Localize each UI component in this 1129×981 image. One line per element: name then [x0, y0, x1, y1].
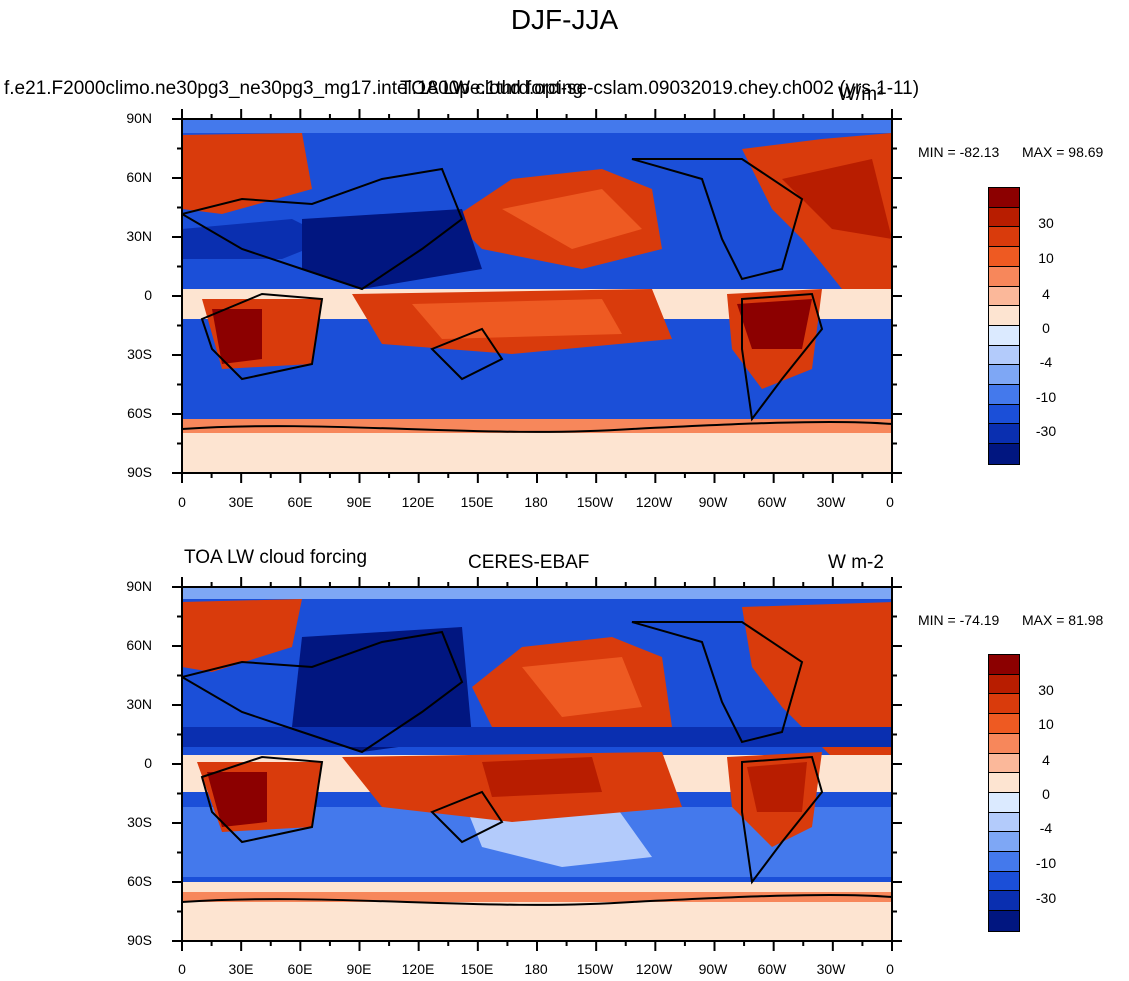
lat-label: 90N [126, 578, 152, 594]
colorbar-cell [989, 404, 1019, 425]
lon-label: 30W [816, 494, 846, 510]
colorbar-cell [989, 714, 1019, 734]
panel-units: W/m² [838, 84, 884, 105]
colorbar-cell [989, 694, 1019, 715]
colorbar-label: 4 [1042, 286, 1050, 302]
frame-model [172, 109, 902, 483]
colorbar-cell [989, 227, 1019, 248]
lon-label: 150E [460, 494, 494, 510]
colorbar-label: 4 [1042, 752, 1050, 768]
lon-label: 90W [698, 961, 728, 977]
lon-label: 0 [886, 961, 894, 977]
lon-label: 120W [635, 494, 673, 510]
panel-center-title: CERES-EBAF [468, 552, 590, 573]
min-label: MIN = -82.13 [918, 144, 1000, 160]
map-model [182, 119, 892, 473]
lat-label: 90N [126, 110, 152, 126]
lon-label: 180 [524, 961, 548, 977]
panel-left-title: TOA LW cloud forcing [184, 547, 368, 568]
colorbar-cell [989, 792, 1019, 813]
colorbar-cell [989, 753, 1019, 774]
colorbar-cell [989, 266, 1019, 287]
map-obs [182, 587, 892, 941]
colorbar-label: 30 [1038, 682, 1054, 698]
colorbar-cell [989, 733, 1019, 754]
panel-left-title: f.e21.F2000climo.ne30pg3_ne30pg3_mg17.in… [4, 78, 920, 99]
colorbar-cell [989, 871, 1019, 892]
lat-label: 60N [126, 169, 152, 185]
lon-label: 150W [576, 494, 614, 510]
figure-title: DJF-JJA [510, 4, 619, 35]
colorbar-label: -10 [1035, 389, 1057, 405]
lat-label: 90S [127, 932, 152, 948]
min-label: MIN = -74.19 [918, 612, 1000, 628]
colorbar [988, 187, 1020, 465]
colorbar-cell [989, 424, 1019, 445]
colorbar-label: -10 [1035, 855, 1057, 871]
colorbar-label: 30 [1038, 215, 1054, 231]
colorbar-cell [989, 773, 1019, 793]
colorbar-cell [989, 655, 1019, 675]
lon-label: 60W [757, 961, 787, 977]
lon-label: 120E [401, 961, 435, 977]
lon-label: 150E [460, 961, 494, 977]
lon-label: 60E [287, 494, 313, 510]
lat-label: 60S [127, 873, 152, 889]
colorbar-label: -30 [1035, 890, 1057, 906]
colorbar-label: -4 [1039, 820, 1053, 836]
colorbar-label: 10 [1038, 716, 1054, 732]
lat-label: 60N [126, 637, 152, 653]
colorbar-cell [989, 444, 1019, 464]
lon-label: 180 [524, 494, 548, 510]
colorbar-cell [989, 207, 1019, 228]
lat-label: 90S [127, 464, 152, 480]
lat-label: 0 [144, 755, 152, 771]
lon-label: 120E [401, 494, 435, 510]
frame-obs [172, 577, 902, 951]
lat-label: 30N [126, 696, 152, 712]
colorbar-cell [989, 674, 1019, 695]
lat-label: 30N [126, 228, 152, 244]
colorbar-label: -30 [1035, 423, 1057, 439]
colorbar-label: -4 [1039, 354, 1053, 370]
lon-label: 90E [346, 961, 372, 977]
lon-label: 90W [698, 494, 728, 510]
lon-label: 30E [228, 961, 254, 977]
colorbar [988, 654, 1020, 932]
colorbar-cell [989, 812, 1019, 833]
colorbar-cell [989, 247, 1019, 267]
colorbar-label: 10 [1038, 250, 1054, 266]
lon-label: 120W [635, 961, 673, 977]
colorbar-cell [989, 891, 1019, 912]
lon-label: 30W [816, 961, 846, 977]
lat-label: 60S [127, 405, 152, 421]
colorbar-cell [989, 286, 1019, 307]
lon-label: 90E [346, 494, 372, 510]
colorbar-cell [989, 365, 1019, 386]
colorbar-label: 0 [1042, 786, 1050, 802]
max-label: MAX = 81.98 [1022, 612, 1104, 628]
colorbar-cell [989, 832, 1019, 853]
colorbar-cell [989, 345, 1019, 366]
lat-label: 0 [144, 287, 152, 303]
lat-label: 30S [127, 346, 152, 362]
colorbar-cell [989, 325, 1019, 346]
colorbar-cell [989, 306, 1019, 326]
lon-label: 60E [287, 961, 313, 977]
colorbar-cell [989, 911, 1019, 931]
lon-label: 0 [178, 494, 186, 510]
lon-label: 60W [757, 494, 787, 510]
max-label: MAX = 98.69 [1022, 144, 1104, 160]
lon-label: 0 [178, 961, 186, 977]
colorbar-cell [989, 385, 1019, 405]
lon-label: 30E [228, 494, 254, 510]
panel-units: W m-2 [828, 552, 884, 573]
lon-label: 0 [886, 494, 894, 510]
colorbar-label: 0 [1042, 320, 1050, 336]
lon-label: 150W [576, 961, 614, 977]
panel-center-title: TOA LW cloud forcing [400, 78, 584, 99]
lat-label: 30S [127, 814, 152, 830]
colorbar-cell [989, 852, 1019, 872]
colorbar-cell [989, 188, 1019, 208]
